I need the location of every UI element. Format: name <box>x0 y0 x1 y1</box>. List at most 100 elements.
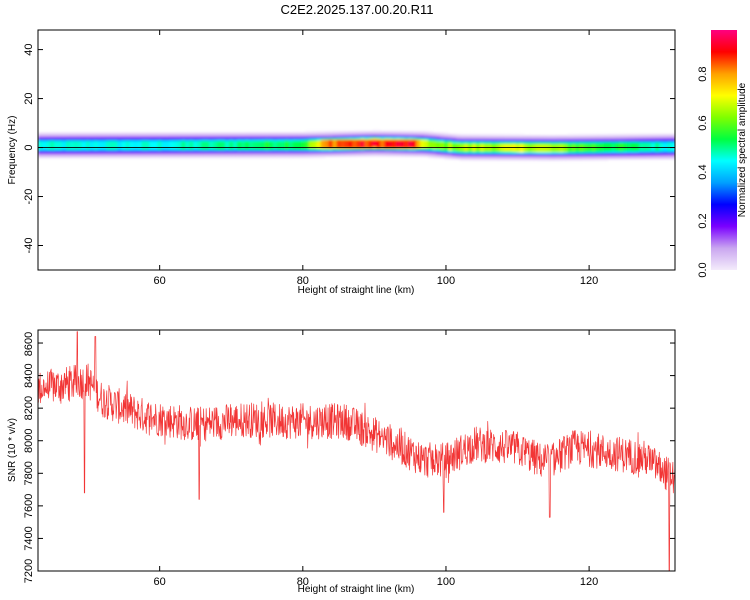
heatmap-cell <box>607 139 612 142</box>
heatmap-cell <box>603 138 608 140</box>
heatmap-cell <box>97 152 103 154</box>
heatmap-cell <box>280 143 286 146</box>
heatmap-cell <box>523 157 529 160</box>
heatmap-cell <box>531 153 537 156</box>
heatmap-cell <box>105 149 111 152</box>
heatmap-cell <box>643 143 648 146</box>
heatmap-cell <box>344 154 350 157</box>
heatmap-cell <box>372 152 378 154</box>
heatmap-cell <box>272 152 278 154</box>
heatmap-cell <box>125 133 131 136</box>
heatmap-cell <box>499 136 505 139</box>
heatmap-cell <box>169 149 174 152</box>
heatmap-cell <box>591 157 596 160</box>
heatmap-cell <box>141 135 147 138</box>
heatmap-cell <box>205 147 210 150</box>
heatmap-cell <box>412 140 417 143</box>
heatmap-cell <box>607 157 612 160</box>
heatmap-cell <box>400 149 405 152</box>
heatmap-cell <box>61 136 67 139</box>
heatmap-cell <box>221 153 226 156</box>
heatmap-cell <box>201 154 206 157</box>
heatmap-cell <box>57 150 63 153</box>
heatmap-cell <box>276 135 282 138</box>
heatmap-cell <box>667 139 672 142</box>
heatmap-cell <box>619 145 624 147</box>
heatmap-cell <box>300 139 306 142</box>
heatmap-cell <box>555 152 561 154</box>
heatmap-cell <box>245 156 250 159</box>
heatmap-cell <box>53 140 59 143</box>
heatmap-cell <box>420 149 425 152</box>
heatmap-cell <box>551 138 557 140</box>
heatmap-cell <box>85 132 91 135</box>
heatmap-cell <box>260 136 266 139</box>
heatmap-cell <box>571 138 577 140</box>
heatmap-cell <box>209 152 214 154</box>
heatmap-cell <box>173 140 178 143</box>
heatmap-cell <box>197 138 202 140</box>
heatmap-cell <box>268 139 274 142</box>
heatmap-cell <box>591 153 596 156</box>
heatmap-cell <box>555 147 561 150</box>
heatmap-cell <box>141 133 147 136</box>
heatmap-cell <box>491 153 497 156</box>
heatmap-cell <box>237 143 242 146</box>
heatmap-cell <box>432 150 437 153</box>
heatmap-cell <box>587 140 592 143</box>
heatmap-cell <box>364 132 370 135</box>
heatmap-cell <box>284 147 290 150</box>
heatmap-cell <box>213 154 218 157</box>
heatmap-cell <box>631 135 636 138</box>
heatmap-cell <box>587 152 592 154</box>
heatmap-cell <box>125 135 131 138</box>
heatmap-cell <box>105 150 111 153</box>
heatmap-cell <box>85 145 91 147</box>
heatmap-cell <box>332 152 338 154</box>
heatmap-cell <box>563 143 569 146</box>
heatmap-cell <box>340 136 346 139</box>
heatmap-cell <box>352 143 358 146</box>
heatmap-cell <box>209 136 214 139</box>
heatmap-cell <box>304 132 310 135</box>
heatmap-cell <box>511 143 517 146</box>
heatmap-cell <box>85 133 91 136</box>
x-tick-label: 80 <box>297 576 309 588</box>
heatmap-cell <box>157 147 163 150</box>
heatmap-cell <box>463 153 469 156</box>
heatmap-cell <box>603 147 608 150</box>
heatmap-cell <box>137 150 143 153</box>
heatmap-cell <box>659 149 664 152</box>
heatmap-cell <box>424 140 429 143</box>
heatmap-cell <box>221 156 226 159</box>
heatmap-cell <box>201 153 206 156</box>
heatmap-cell <box>416 138 421 140</box>
heatmap-cell <box>651 157 656 160</box>
heatmap-cell <box>145 145 151 147</box>
heatmap-cell <box>491 143 497 146</box>
heatmap-cell <box>571 156 577 159</box>
heatmap-cell <box>535 139 541 142</box>
heatmap-cell <box>460 152 465 154</box>
heatmap-cell <box>607 147 612 150</box>
heatmap-cell <box>332 138 338 140</box>
heatmap-cell <box>137 135 143 138</box>
heatmap-cell <box>463 157 469 160</box>
heatmap-cell <box>519 142 525 145</box>
heatmap-cell <box>296 152 302 154</box>
heatmap-cell <box>587 142 592 145</box>
heatmap-cell <box>209 138 214 140</box>
heatmap-cell <box>113 145 119 147</box>
heatmap-cell <box>157 133 163 136</box>
heatmap-cell <box>491 156 497 159</box>
heatmap-cell <box>65 136 71 139</box>
heatmap-cell <box>483 138 489 140</box>
heatmap-cell <box>380 152 385 154</box>
heatmap-cell <box>372 138 378 140</box>
heatmap-cell <box>149 153 155 156</box>
heatmap-cell <box>603 152 608 154</box>
heatmap-cell <box>193 135 198 138</box>
heatmap-cell <box>260 132 266 135</box>
